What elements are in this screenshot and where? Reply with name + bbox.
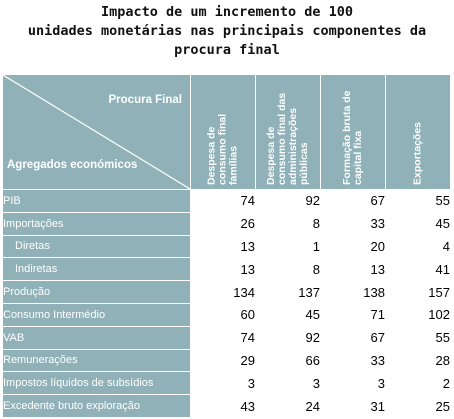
row-label: VAB xyxy=(2,325,191,350)
table-cell: 2 xyxy=(385,371,451,396)
table-cell: 74 xyxy=(190,189,256,213)
table-cell: 71 xyxy=(320,302,386,327)
table-cell: 138 xyxy=(320,280,386,304)
table-cell: 8 xyxy=(255,211,321,236)
table-cell: 13 xyxy=(320,257,386,282)
table-cell: 92 xyxy=(255,325,321,350)
table-cell: 134 xyxy=(190,280,256,304)
title-line-2: unidades monetárias nas principais compo… xyxy=(27,23,427,39)
table-cell: 3 xyxy=(255,371,321,396)
row-label: Impostos líquidos de subsídios xyxy=(2,371,191,396)
table-corner-header: Procura Final Agregados económicos xyxy=(2,74,191,190)
table-cell: 137 xyxy=(255,280,321,304)
diagonal-divider xyxy=(3,75,190,189)
row-label: Excedente bruto exploração xyxy=(2,394,191,418)
table-cell: 157 xyxy=(385,280,451,304)
table-row-remuneracoes: Remunerações 29 66 33 28 xyxy=(2,348,451,373)
table-cell: 13 xyxy=(190,234,256,259)
table-cell: 55 xyxy=(385,189,451,213)
impact-table: Procura Final Agregados económicos Despe… xyxy=(2,74,451,418)
table-row-producao: Produção 134 137 138 157 xyxy=(2,280,451,304)
corner-label-procura-final: Procura Final xyxy=(108,94,183,106)
table-cell: 28 xyxy=(385,348,451,373)
table-cell: 25 xyxy=(385,394,451,418)
row-label: PIB xyxy=(2,189,191,213)
table-cell: 55 xyxy=(385,325,451,350)
column-header-fbcf: Formação bruta de capital fixa xyxy=(320,74,386,190)
table-cell: 29 xyxy=(190,348,256,373)
table-cell: 45 xyxy=(255,302,321,327)
row-label: Diretas xyxy=(2,234,191,259)
table-cell: 31 xyxy=(320,394,386,418)
table-row-indiretas: Indiretas 13 8 13 41 xyxy=(2,257,451,282)
row-label: Importações xyxy=(2,211,191,236)
table-cell: 3 xyxy=(320,371,386,396)
table-cell: 41 xyxy=(385,257,451,282)
column-header-familias: Despesa de consumo final famílias xyxy=(190,74,256,190)
table-cell: 3 xyxy=(190,371,256,396)
table-cell: 33 xyxy=(320,211,386,236)
table-cell: 67 xyxy=(320,325,386,350)
column-header-administracoes: Despesa de consumo final das administraç… xyxy=(255,74,321,190)
table-cell: 74 xyxy=(190,325,256,350)
table-row-importacoes: Importações 26 8 33 45 xyxy=(2,211,451,236)
table-row-pib: PIB 74 92 67 55 xyxy=(2,189,451,213)
row-label: Remunerações xyxy=(2,348,191,373)
table-cell: 24 xyxy=(255,394,321,418)
corner-label-agregados: Agregados económicos xyxy=(7,159,138,171)
table-row-diretas: Diretas 13 1 20 4 xyxy=(2,234,451,259)
table-cell: 45 xyxy=(385,211,451,236)
table-cell: 92 xyxy=(255,189,321,213)
table-cell: 4 xyxy=(385,234,451,259)
table-cell: 102 xyxy=(385,302,451,327)
table-cell: 20 xyxy=(320,234,386,259)
row-label: Indiretas xyxy=(2,257,191,282)
table-cell: 67 xyxy=(320,189,386,213)
table-cell: 1 xyxy=(255,234,321,259)
row-label: Consumo Intermédio xyxy=(2,302,191,327)
table-row-impostos: Impostos líquidos de subsídios 3 3 3 2 xyxy=(2,371,451,396)
title-line-1: Impacto de um incremento de 100 xyxy=(101,4,353,20)
page-title: Impacto de um incremento de 100 unidades… xyxy=(0,3,454,60)
column-header-exportacoes: Exportações xyxy=(385,74,451,190)
table-cell: 60 xyxy=(190,302,256,327)
table-row-consumo-intermedio: Consumo Intermédio 60 45 71 102 xyxy=(2,302,451,327)
row-label: Produção xyxy=(2,280,191,304)
table-cell: 8 xyxy=(255,257,321,282)
table-row-vab: VAB 74 92 67 55 xyxy=(2,325,451,350)
table-cell: 26 xyxy=(190,211,256,236)
table-cell: 43 xyxy=(190,394,256,418)
table-cell: 66 xyxy=(255,348,321,373)
table-row-excedente: Excedente bruto exploração 43 24 31 25 xyxy=(2,394,451,418)
table-cell: 33 xyxy=(320,348,386,373)
title-line-3: procura final xyxy=(174,42,280,58)
table-cell: 13 xyxy=(190,257,256,282)
